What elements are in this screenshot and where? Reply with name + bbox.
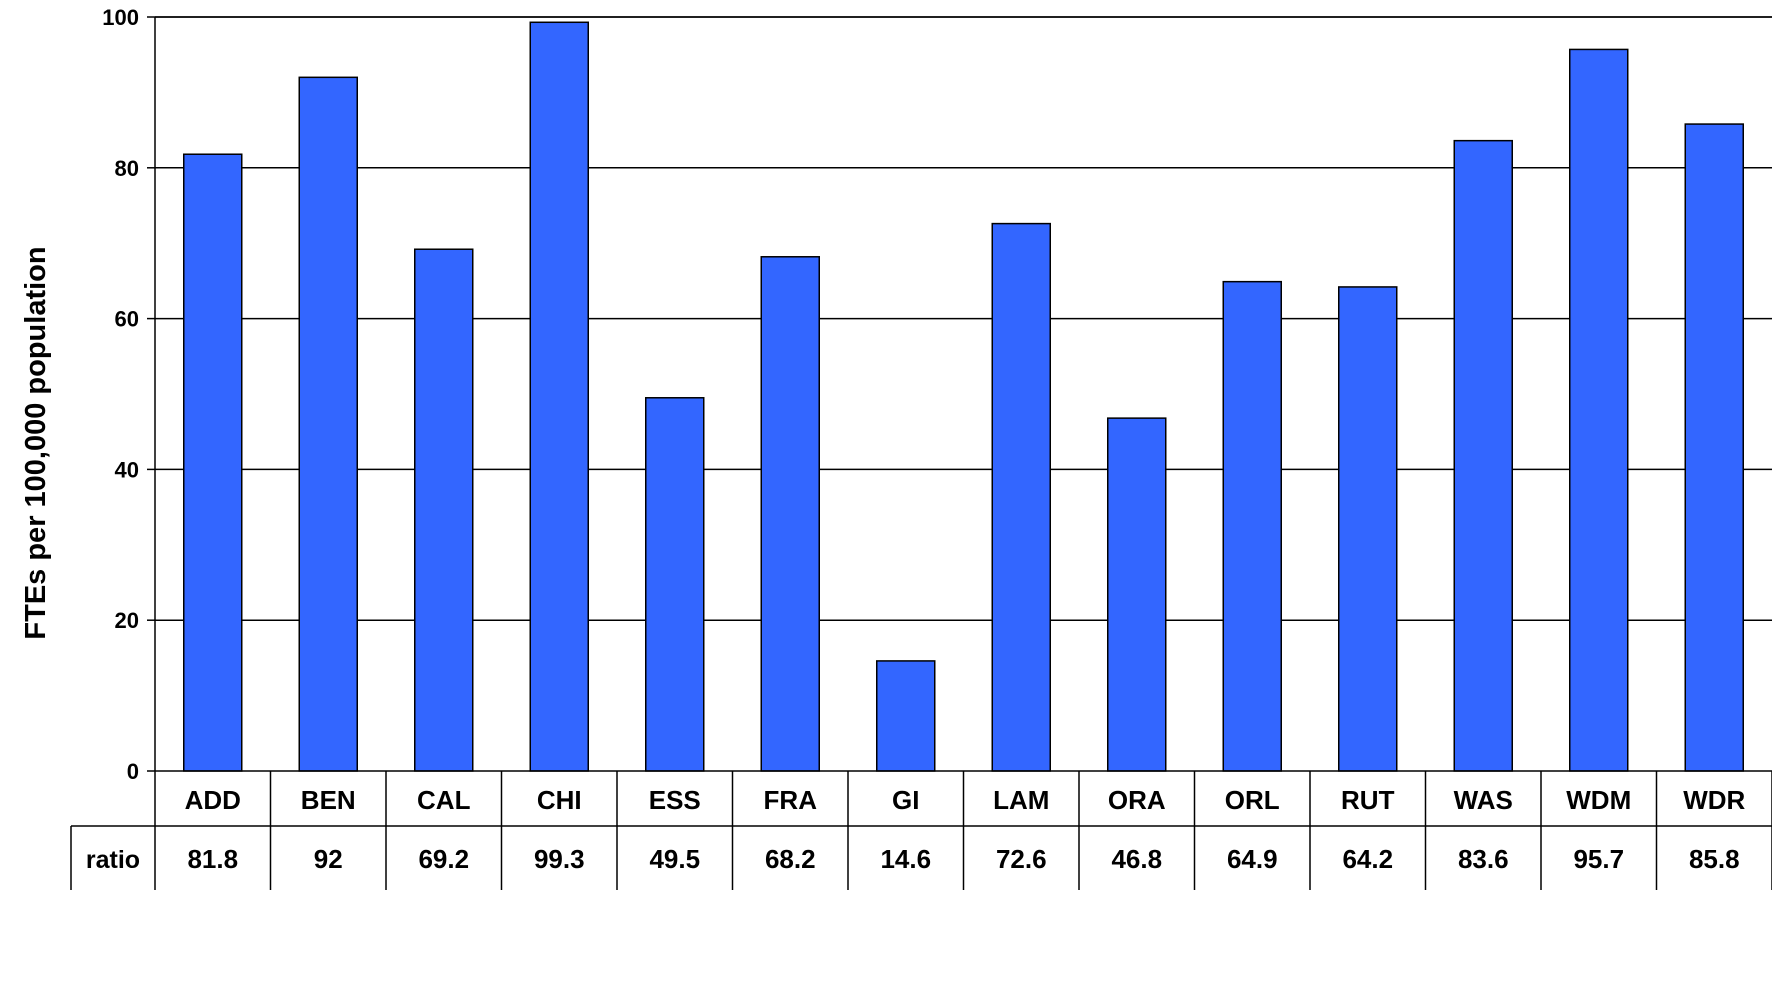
bar (1453, 139, 1513, 772)
table-value: 14.6 (880, 844, 931, 874)
x-category-label: BEN (301, 785, 356, 815)
table-value: 95.7 (1573, 844, 1624, 874)
y-tick-label: 60 (115, 307, 139, 332)
x-category-label: FRA (764, 785, 818, 815)
bar (414, 248, 474, 772)
bar (645, 397, 705, 772)
bar (1222, 280, 1282, 772)
bar (1569, 48, 1629, 772)
table-row-label: ratio (86, 846, 140, 874)
table-value: 72.6 (996, 844, 1047, 874)
bar (1338, 286, 1398, 772)
bar (529, 21, 589, 772)
x-category-label: ORA (1108, 785, 1166, 815)
data-table: ratio ADD 81.8 BEN 92 CAL 69.2 CHI 99.3 ESS 49.5 FR… (70, 771, 1772, 890)
y-tick-label: 0 (127, 759, 139, 784)
bar (760, 256, 820, 772)
table-value: 81.8 (187, 844, 238, 874)
bars (183, 21, 1744, 772)
table-value: 68.2 (765, 844, 816, 874)
bar (298, 76, 358, 772)
bar (876, 660, 936, 772)
x-category-label: ESS (649, 785, 701, 815)
bar (1107, 417, 1167, 772)
table-value: 46.8 (1111, 844, 1162, 874)
y-axis-title: FTEs per 100,000 population (20, 246, 52, 639)
x-category-label: WDR (1683, 785, 1745, 815)
table-value: 99.3 (534, 844, 585, 874)
y-tick-label: 100 (102, 5, 139, 30)
bar (1684, 123, 1744, 772)
y-tick-label: 40 (115, 457, 139, 482)
y-tick-label: 20 (115, 608, 139, 633)
x-category-label: ORL (1225, 785, 1280, 815)
x-category-label: CAL (417, 785, 471, 815)
table-value: 69.2 (418, 844, 469, 874)
table-value: 64.2 (1342, 844, 1393, 874)
table-value: 49.5 (649, 844, 700, 874)
bar (183, 153, 243, 772)
gridlines (155, 16, 1772, 621)
x-category-label: WDM (1566, 785, 1631, 815)
table-value: 92 (314, 844, 343, 874)
table-value: 64.9 (1227, 844, 1278, 874)
y-tick-label: 80 (115, 156, 139, 181)
x-category-label: ADD (185, 785, 241, 815)
x-category-label: RUT (1341, 785, 1395, 815)
x-category-label: GI (892, 785, 919, 815)
x-category-label: CHI (537, 785, 582, 815)
x-category-label: WAS (1454, 785, 1513, 815)
bar (991, 222, 1051, 772)
table-value: 83.6 (1458, 844, 1509, 874)
x-category-label: LAM (993, 785, 1049, 815)
table-value: 85.8 (1689, 844, 1740, 874)
